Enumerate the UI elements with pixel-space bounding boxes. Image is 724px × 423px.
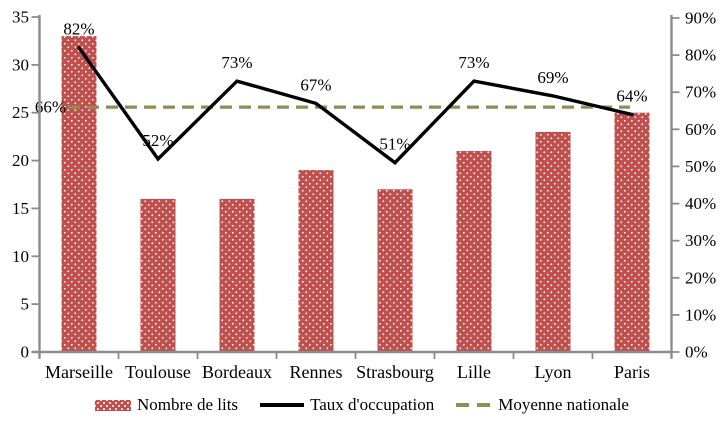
point-label-marseille: 82% [63, 20, 94, 39]
category-label-lille: Lille [457, 362, 491, 382]
right-axis-tick-label: 10% [685, 305, 716, 324]
legend-label-taux-occupation: Taux d'occupation [310, 395, 435, 414]
right-axis-tick-label: 0% [685, 343, 708, 362]
left-axis-tick-label: 0 [21, 343, 30, 362]
right-axis-tick-label: 30% [685, 231, 716, 250]
category-label-paris: Paris [614, 362, 650, 382]
dotted-bar-swatch-icon [95, 399, 132, 411]
bar-lyon [535, 131, 571, 352]
right-axis-tick-label: 80% [685, 46, 716, 65]
point-label-bordeaux: 73% [221, 53, 252, 72]
legend-label-moyenne-nationale: Moyenne nationale [498, 395, 629, 414]
left-axis-tick-label: 5 [21, 295, 30, 314]
moyenne-nationale-label: 66% [35, 98, 66, 117]
taux-occupation-line [77, 46, 634, 165]
bar-marseille [61, 36, 97, 352]
point-label-toulouse: 52% [142, 131, 173, 150]
right-axis-tick-label: 90% [685, 9, 716, 28]
category-label-strasbourg: Strasbourg [356, 362, 434, 382]
point-label-paris: 64% [616, 87, 647, 106]
left-axis-tick-label: 30 [12, 55, 29, 74]
category-label-toulouse: Toulouse [125, 362, 191, 382]
bar-bordeaux [219, 198, 255, 352]
right-axis-tick-label: 70% [685, 83, 716, 102]
left-axis-tick-label: 35 [12, 8, 29, 27]
point-label-rennes: 67% [300, 75, 331, 94]
point-label-lyon: 69% [537, 68, 568, 87]
right-axis-tick-label: 60% [685, 120, 716, 139]
point-label-lille: 73% [458, 53, 489, 72]
dashed-line-swatch-icon [456, 403, 493, 407]
right-axis-tick-label: 20% [685, 268, 716, 287]
bar-rennes [298, 170, 334, 352]
category-label-bordeaux: Bordeaux [202, 362, 272, 382]
left-axis-tick-label: 20 [12, 151, 29, 170]
right-axis-tick-label: 40% [685, 194, 716, 213]
bar-strasbourg [377, 189, 413, 352]
solid-line-swatch-icon [260, 403, 305, 407]
chart-legend: Nombre de lits Taux d'occupation Moyenne… [0, 392, 724, 418]
legend-label-nombre-de-lits: Nombre de lits [137, 395, 239, 414]
left-axis-tick-label: 15 [12, 199, 29, 218]
left-axis-tick-label: 10 [12, 247, 29, 266]
bar-lille [456, 151, 492, 352]
legend-item-moyenne-nationale: Moyenne nationale [456, 395, 629, 415]
category-label-marseille: Marseille [45, 362, 113, 382]
right-axis-tick-label: 50% [685, 157, 716, 176]
category-label-lyon: Lyon [534, 362, 571, 382]
bar-paris [614, 112, 650, 352]
point-label-strasbourg: 51% [379, 135, 410, 154]
bar-toulouse [140, 198, 176, 352]
category-label-rennes: Rennes [290, 362, 343, 382]
legend-item-taux-occupation: Taux d'occupation [260, 395, 434, 415]
left-axis-tick-label: 25 [12, 103, 29, 122]
legend-item-nombre-de-lits: Nombre de lits [95, 395, 238, 415]
